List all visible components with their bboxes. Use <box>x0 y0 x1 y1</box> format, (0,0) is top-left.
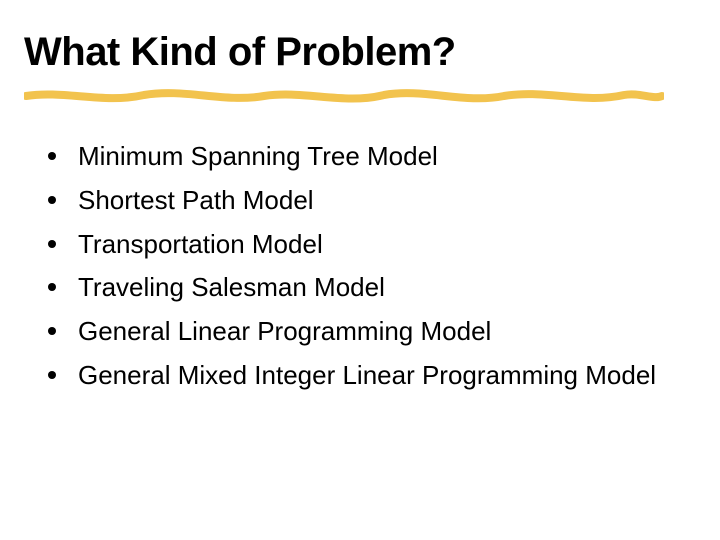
list-item: General Mixed Integer Linear Programming… <box>48 359 672 393</box>
bullet-text: General Linear Programming Model <box>78 315 491 349</box>
bullet-icon <box>48 240 56 248</box>
bullet-icon <box>48 152 56 160</box>
bullet-text: Traveling Salesman Model <box>78 271 385 305</box>
bullet-icon <box>48 196 56 204</box>
slide: What Kind of Problem? Minimum Spanning T… <box>0 0 720 540</box>
bullet-icon <box>48 371 56 379</box>
bullet-text: Minimum Spanning Tree Model <box>78 140 438 174</box>
bullet-list: Minimum Spanning Tree Model Shortest Pat… <box>48 140 672 403</box>
title-underline <box>24 86 664 108</box>
bullet-text: Shortest Path Model <box>78 184 314 218</box>
list-item: Shortest Path Model <box>48 184 672 218</box>
list-item: Traveling Salesman Model <box>48 271 672 305</box>
list-item: Transportation Model <box>48 228 672 262</box>
bullet-text: Transportation Model <box>78 228 323 262</box>
list-item: General Linear Programming Model <box>48 315 672 349</box>
slide-title: What Kind of Problem? <box>24 30 456 75</box>
list-item: Minimum Spanning Tree Model <box>48 140 672 174</box>
bullet-icon <box>48 283 56 291</box>
bullet-icon <box>48 327 56 335</box>
bullet-text: General Mixed Integer Linear Programming… <box>78 359 656 393</box>
